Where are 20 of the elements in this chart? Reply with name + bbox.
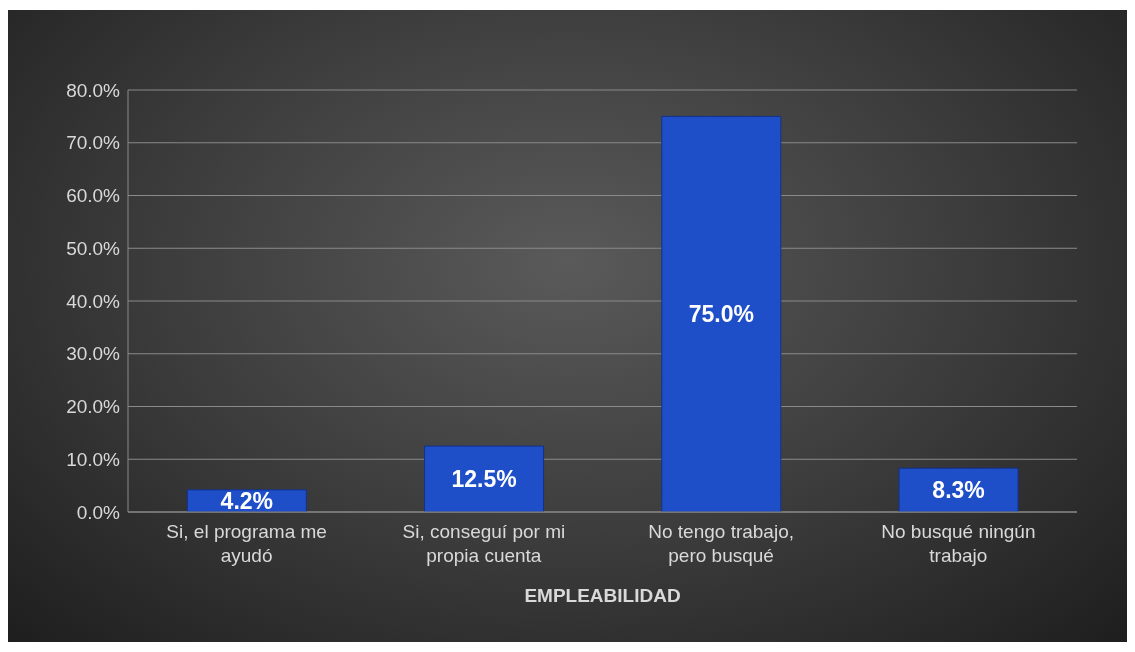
data-label: 8.3% (932, 477, 985, 504)
data-label: 4.2% (220, 488, 274, 515)
y-tick-label: 10.0% (66, 448, 121, 470)
x-axis-title: EMPLEABILIDAD (524, 585, 681, 606)
y-tick-label: 30.0% (66, 343, 121, 365)
x-tick-label: No busqué ningún trabajo (881, 521, 1036, 566)
bar (661, 115, 782, 512)
y-tick-label: 40.0% (66, 290, 121, 312)
y-tick-label: 50.0% (66, 237, 121, 259)
x-tick-label: No tengo trabajo, pero busqué (648, 521, 795, 566)
x-tick-label: Si, el programa me ayudó (166, 521, 327, 566)
y-tick-label: 70.0% (66, 132, 121, 154)
data-label: 75.0% (688, 301, 754, 328)
y-tick-label: 20.0% (66, 396, 121, 418)
y-tick-label: 0.0% (76, 501, 121, 523)
x-tick-label: Si, conseguí por mi propia cuenta (402, 521, 566, 566)
data-label: 12.5% (451, 466, 517, 493)
bar (424, 445, 545, 512)
y-tick-label: 60.0% (66, 185, 121, 207)
y-tick-label: 80.0% (66, 79, 121, 101)
